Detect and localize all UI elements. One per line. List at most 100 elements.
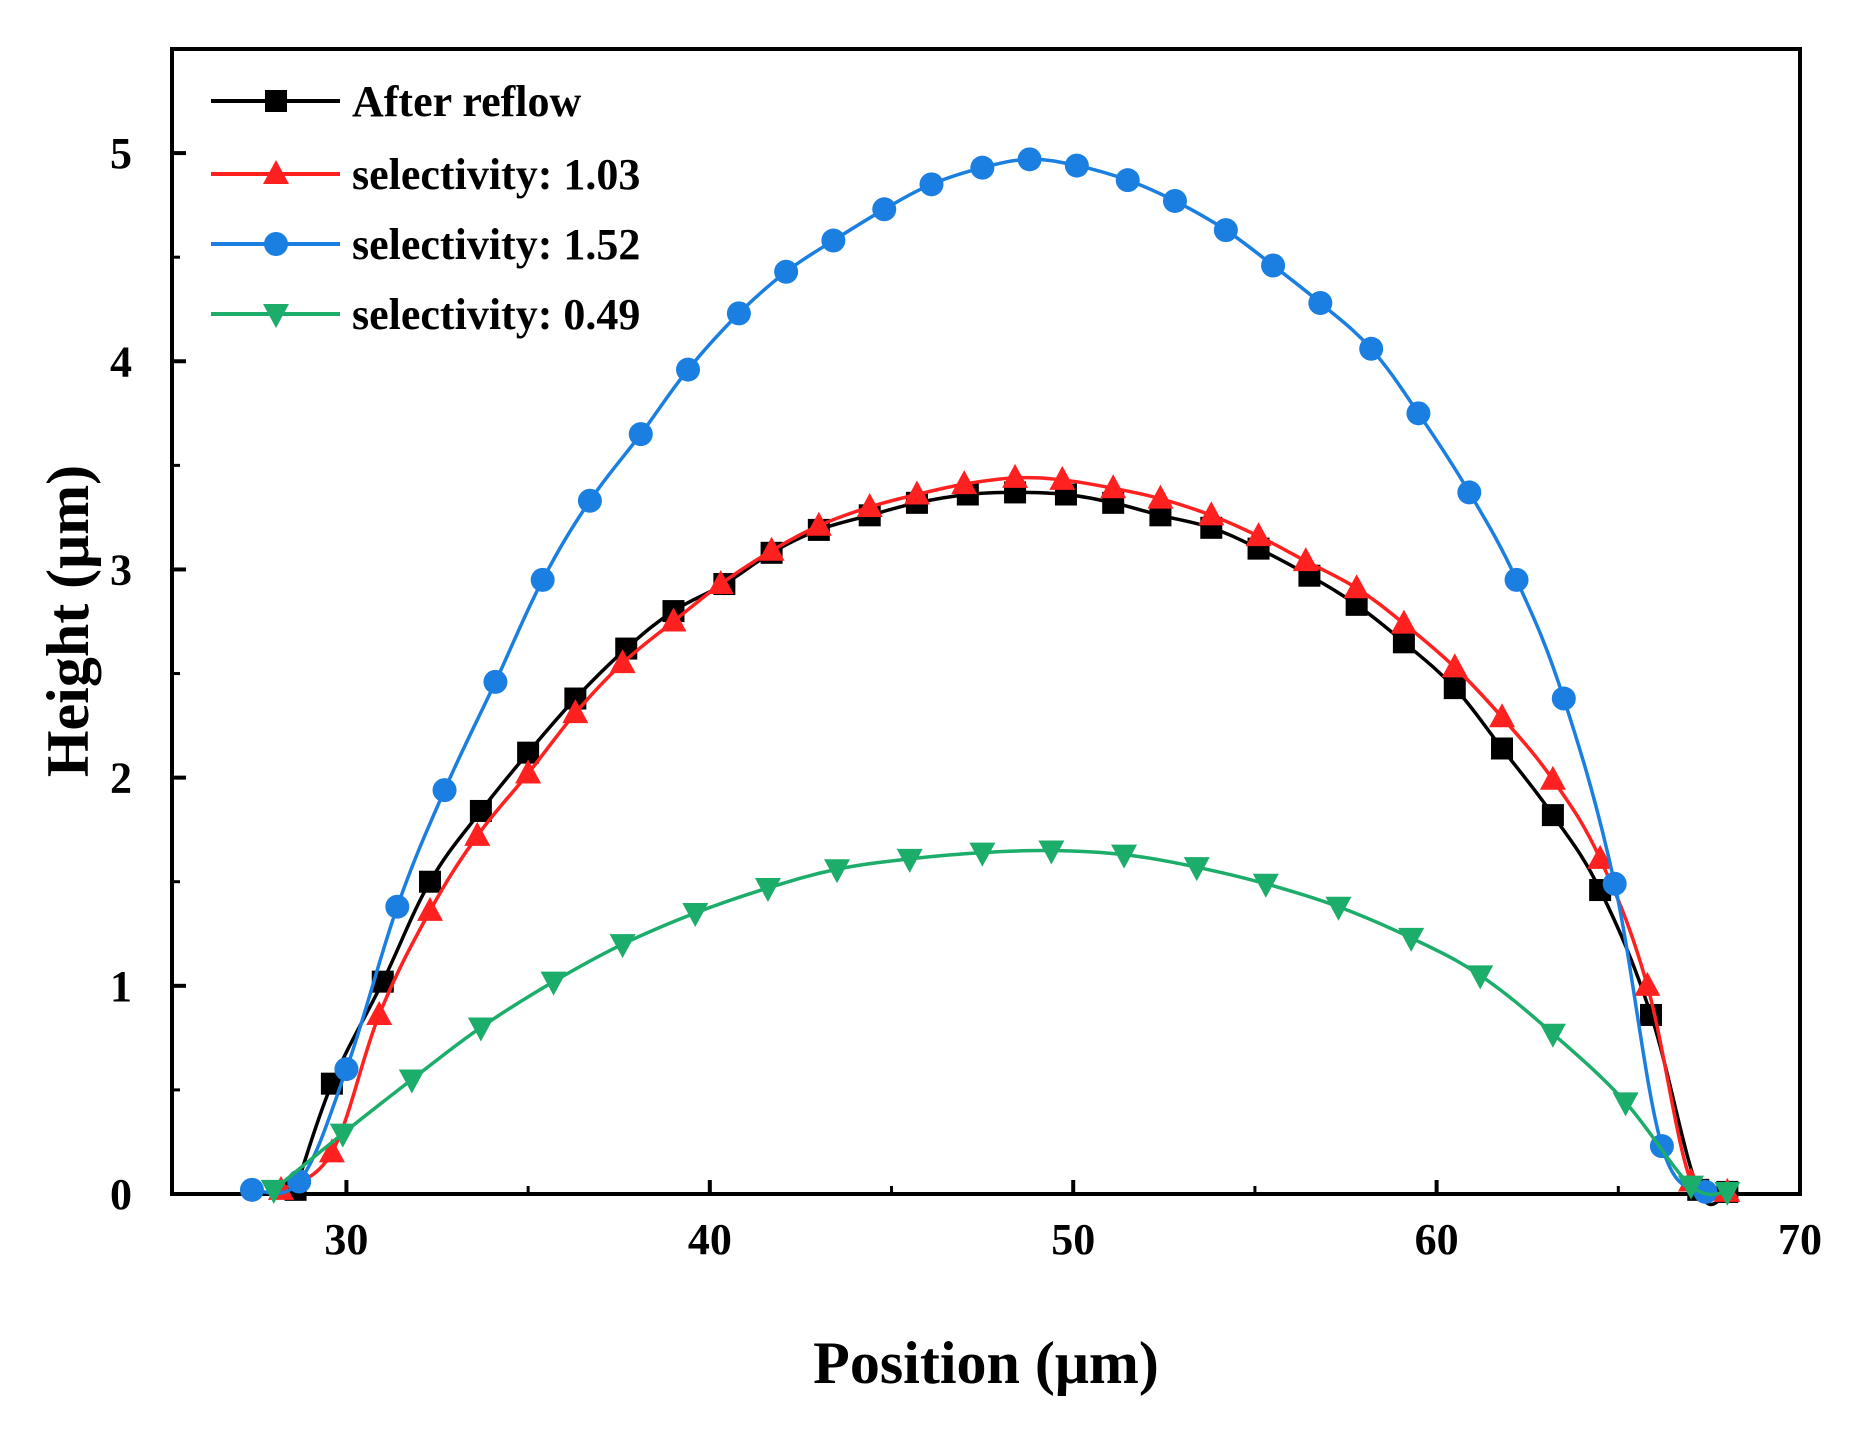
series-line <box>293 490 1729 1207</box>
data-point <box>774 259 799 284</box>
data-point <box>1149 504 1172 527</box>
data-point <box>1343 574 1370 599</box>
legend-item: After reflow <box>211 77 581 126</box>
series-4 <box>260 840 1741 1206</box>
data-point <box>385 894 410 919</box>
data-point <box>1111 844 1138 869</box>
data-point <box>318 1138 345 1163</box>
data-point <box>609 934 636 959</box>
series-layer <box>239 147 1741 1207</box>
data-point <box>1539 765 1566 790</box>
legend-label: selectivity: 1.52 <box>352 220 640 269</box>
y-tick-label: 1 <box>110 962 132 1011</box>
data-point <box>821 228 846 253</box>
data-point <box>562 699 589 724</box>
data-point <box>903 480 930 505</box>
data-point <box>366 1000 393 1025</box>
y-tick-label: 5 <box>110 129 132 178</box>
data-point <box>398 1069 425 1094</box>
data-point <box>682 902 709 927</box>
data-point <box>540 971 567 996</box>
data-point <box>969 842 996 867</box>
data-point <box>417 896 444 921</box>
x-tick-label: 40 <box>688 1215 732 1264</box>
data-point <box>469 799 492 822</box>
data-point <box>1693 1179 1718 1204</box>
data-point <box>1612 1092 1639 1117</box>
data-point <box>1064 153 1089 178</box>
data-point <box>1443 677 1466 700</box>
data-point <box>239 1177 264 1202</box>
data-point <box>726 301 751 326</box>
data-point <box>1162 188 1187 213</box>
data-point <box>1457 480 1482 505</box>
data-point <box>564 687 587 710</box>
data-point <box>1002 463 1029 488</box>
data-point <box>1100 474 1127 499</box>
data-point <box>1714 1181 1741 1206</box>
data-point <box>1602 871 1627 896</box>
legend-item: selectivity: 1.52 <box>211 220 640 269</box>
data-point <box>1292 547 1319 572</box>
data-point <box>432 778 457 803</box>
data-point <box>1587 844 1614 869</box>
x-tick-label: 30 <box>324 1215 368 1264</box>
data-point <box>856 493 883 517</box>
data-point <box>1551 686 1576 711</box>
x-tick-label: 50 <box>1051 1215 1095 1264</box>
data-point <box>1325 896 1352 921</box>
data-point <box>320 1072 343 1095</box>
data-point <box>896 848 923 873</box>
data-point <box>1392 631 1415 654</box>
data-point <box>483 669 508 694</box>
data-point <box>1489 703 1516 728</box>
data-point <box>754 877 781 902</box>
legend-marker <box>264 232 288 256</box>
data-point <box>970 155 995 180</box>
data-point <box>660 607 687 632</box>
data-point <box>1198 501 1225 526</box>
data-point <box>1183 857 1210 882</box>
data-point <box>1541 804 1564 827</box>
y-tick-label: 4 <box>110 337 132 386</box>
data-point <box>1539 1023 1566 1048</box>
data-point <box>1252 873 1279 898</box>
data-point <box>1390 609 1417 634</box>
legend-marker <box>263 304 289 328</box>
legend-item: selectivity: 0.49 <box>211 290 640 339</box>
data-point <box>467 1017 494 1042</box>
data-point <box>517 741 540 764</box>
data-point <box>676 357 701 382</box>
data-point <box>577 488 602 513</box>
data-point <box>260 1179 287 1204</box>
data-point <box>1308 290 1333 315</box>
data-point <box>329 1123 356 1148</box>
data-point <box>1038 840 1065 865</box>
data-point <box>1504 567 1529 592</box>
data-point <box>1491 737 1514 760</box>
data-point <box>1147 484 1174 509</box>
series-line <box>272 848 1728 1197</box>
x-axis-title: Position (μm) <box>813 1330 1159 1396</box>
plot-frame <box>170 47 1802 1196</box>
data-point <box>530 567 555 592</box>
data-point <box>1406 401 1431 426</box>
data-point <box>1213 218 1238 243</box>
series-2 <box>268 463 1741 1203</box>
legend-marker <box>263 160 289 184</box>
legend-label: After reflow <box>352 77 581 126</box>
data-point <box>464 821 491 846</box>
data-point <box>1398 927 1425 952</box>
data-point <box>872 197 897 222</box>
data-point <box>1049 465 1076 490</box>
data-point <box>919 172 944 197</box>
y-axis-title: Height (μm) <box>35 465 101 777</box>
data-point <box>371 970 394 993</box>
data-point <box>805 511 832 536</box>
data-point <box>515 759 542 784</box>
data-point <box>1441 653 1468 678</box>
legend-label: selectivity: 1.03 <box>352 150 640 199</box>
series-3 <box>239 147 1718 1204</box>
